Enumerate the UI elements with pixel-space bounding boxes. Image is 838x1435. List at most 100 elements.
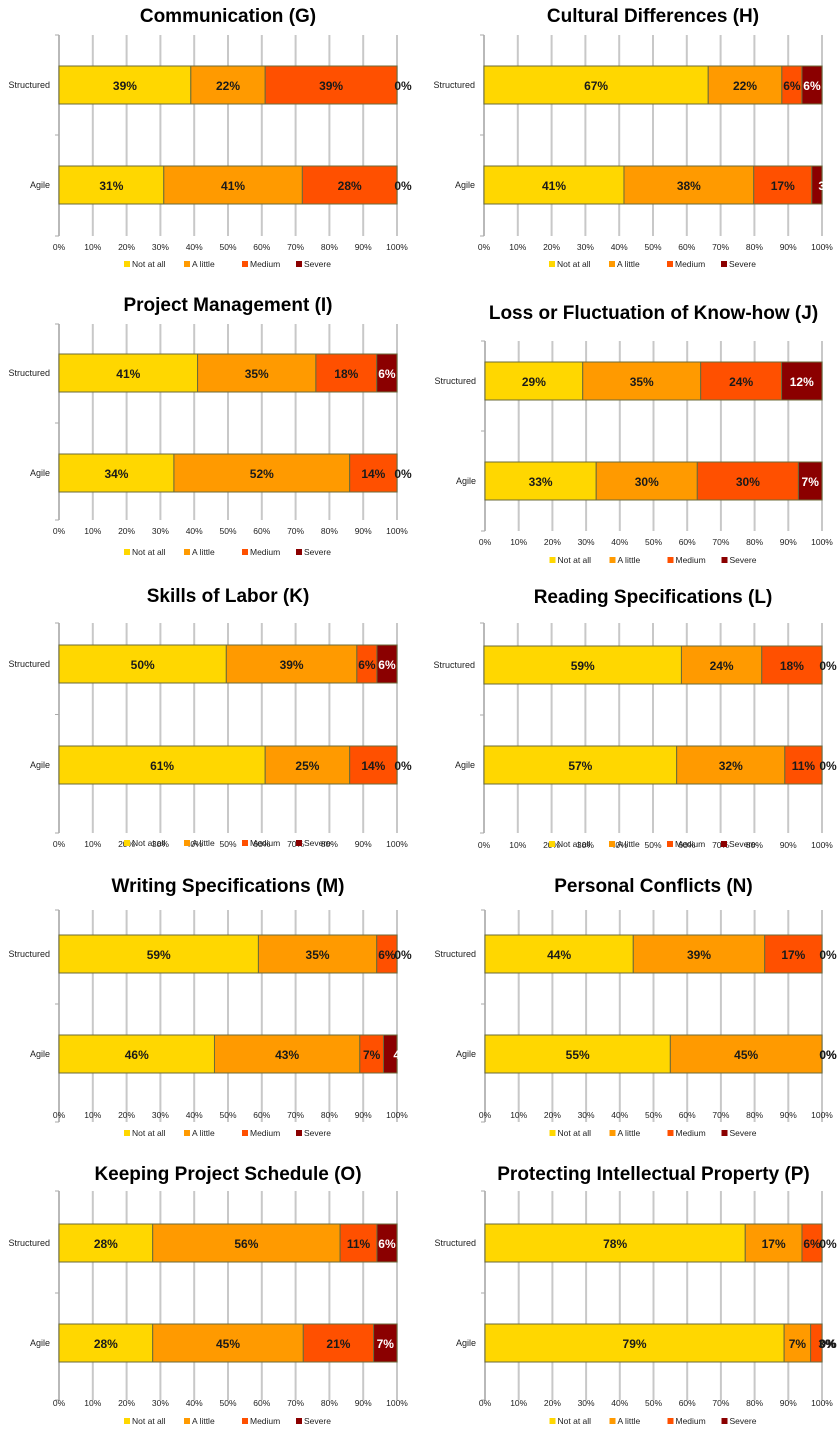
- legend-label-severe: Severe: [729, 259, 756, 269]
- x-tick-label: 90%: [780, 840, 797, 850]
- bar-not-at-all-structured: [58, 1223, 154, 1263]
- x-tick-label: 70%: [287, 1110, 304, 1120]
- bar-medium-agile: [302, 1323, 375, 1363]
- x-tick-label: 20%: [118, 242, 135, 252]
- x-tick-label: 40%: [611, 242, 628, 252]
- bar-a-little-structured: [152, 1223, 341, 1263]
- legend-label-a-little: A little: [618, 1128, 641, 1138]
- x-tick-label: 0%: [479, 1110, 492, 1120]
- data-label: 6%: [378, 948, 396, 962]
- bar-medium-structured: [376, 934, 398, 974]
- category-label: Agile: [30, 1338, 50, 1348]
- x-tick-label: 90%: [355, 1110, 372, 1120]
- data-label: 0%: [394, 79, 412, 93]
- x-tick-label: 0%: [53, 526, 66, 536]
- legend-label-a-little: A little: [192, 838, 215, 848]
- bar-severe-structured: [801, 65, 823, 105]
- data-label: 43%: [275, 1048, 299, 1062]
- bar-a-little-agile: [173, 453, 351, 493]
- legend-swatch-a-little: [184, 261, 190, 267]
- legend-label-not-at-all: Not at all: [132, 838, 166, 848]
- legend-swatch-a-little: [609, 1130, 616, 1136]
- legend-swatch-severe: [296, 549, 302, 555]
- data-label: 35%: [630, 375, 654, 389]
- data-label: 22%: [733, 79, 757, 93]
- legend-swatch-severe: [721, 841, 727, 847]
- chart-protecting-intellectual-property-p-title: Protecting Intellectual Property (P): [497, 1164, 810, 1185]
- legend-label-not-at-all: Not at all: [557, 259, 591, 269]
- category-label: Agile: [30, 468, 50, 478]
- x-tick-label: 40%: [186, 526, 203, 536]
- data-label: 67%: [584, 79, 608, 93]
- data-label: 39%: [280, 658, 304, 672]
- x-tick-label: 80%: [746, 537, 763, 547]
- x-tick-label: 80%: [321, 242, 338, 252]
- data-label: 78%: [603, 1237, 627, 1251]
- legend-label-a-little: A little: [618, 1416, 641, 1426]
- x-tick-label: 90%: [780, 537, 797, 547]
- legend-label-not-at-all: Not at all: [557, 839, 591, 849]
- x-tick-label: 80%: [746, 242, 763, 252]
- x-tick-label: 50%: [219, 1110, 236, 1120]
- x-tick-label: 80%: [746, 1398, 763, 1408]
- legend-swatch-severe: [721, 1418, 728, 1424]
- x-tick-label: 40%: [186, 1398, 203, 1408]
- x-tick-label: 60%: [253, 839, 270, 849]
- x-tick-label: 0%: [53, 839, 66, 849]
- chart-personal-conflicts-n-title: Personal Conflicts (N): [554, 876, 752, 897]
- legend-label-not-at-all: Not at all: [132, 1128, 166, 1138]
- data-label: 25%: [295, 759, 319, 773]
- chart-project-management-i-title: Project Management (I): [123, 295, 332, 316]
- chart-reading-specifications-l: Reading Specifications (L)0%10%20%30%40%…: [433, 587, 837, 850]
- data-label: 11%: [347, 1237, 371, 1251]
- bar-medium-structured: [315, 353, 378, 393]
- legend-label-medium: Medium: [675, 839, 705, 849]
- x-tick-label: 50%: [645, 1110, 662, 1120]
- x-tick-label: 70%: [712, 1110, 729, 1120]
- bar-not-at-all-structured: [58, 353, 199, 393]
- x-tick-label: 0%: [53, 242, 66, 252]
- chart-protecting-intellectual-property-p: Protecting Intellectual Property (P) 0% 10…: [434, 1164, 837, 1426]
- data-label: 0%: [819, 948, 837, 962]
- bar-medium-agile: [784, 745, 823, 785]
- bar-not-at-all-structured: [58, 65, 192, 105]
- x-tick-label: 90%: [355, 526, 372, 536]
- data-label: 14%: [361, 759, 385, 773]
- bar-severe-structured: [376, 1223, 398, 1263]
- chart-reading-specifications-l-title: Reading Specifications (L): [534, 587, 773, 608]
- bar-not-at-all-structured: [484, 934, 634, 974]
- data-label: 17%: [781, 948, 805, 962]
- data-label: 45%: [734, 1048, 758, 1062]
- x-tick-label: 40%: [186, 1110, 203, 1120]
- data-label: 31%: [99, 179, 123, 193]
- chart-skills-of-labor-k-title: Skills of Labor (K): [147, 586, 310, 607]
- data-label: 0%: [819, 659, 837, 673]
- data-label: 56%: [234, 1237, 258, 1251]
- legend-swatch-a-little: [184, 840, 190, 846]
- bar-not-at-all-structured: [484, 1223, 746, 1263]
- x-tick-label: 100%: [811, 1110, 833, 1120]
- data-label: 6%: [378, 1237, 396, 1251]
- x-tick-label: 100%: [811, 1398, 833, 1408]
- x-tick-label: 80%: [746, 1110, 763, 1120]
- x-tick-label: 30%: [578, 1398, 595, 1408]
- legend-label-a-little: A little: [192, 547, 215, 557]
- x-tick-label: 20%: [118, 526, 135, 536]
- legend-swatch-not-at-all: [549, 841, 555, 847]
- x-tick-label: 80%: [321, 1110, 338, 1120]
- data-label: 6%: [378, 658, 396, 672]
- x-tick-label: 60%: [679, 1110, 696, 1120]
- x-tick-label: 10%: [509, 840, 526, 850]
- x-tick-label: 70%: [712, 1398, 729, 1408]
- legend-swatch-not-at-all: [124, 1418, 130, 1424]
- legend-label-not-at-all: Not at all: [558, 555, 592, 565]
- data-label: 28%: [338, 179, 362, 193]
- legend-label-medium: Medium: [250, 547, 280, 557]
- x-tick-label: 100%: [811, 840, 833, 850]
- bar-medium-structured: [764, 934, 823, 974]
- legend-swatch-medium: [667, 1130, 674, 1136]
- data-label: 52%: [250, 467, 274, 481]
- x-tick-label: 70%: [712, 840, 729, 850]
- legend-label-a-little: A little: [192, 1416, 215, 1426]
